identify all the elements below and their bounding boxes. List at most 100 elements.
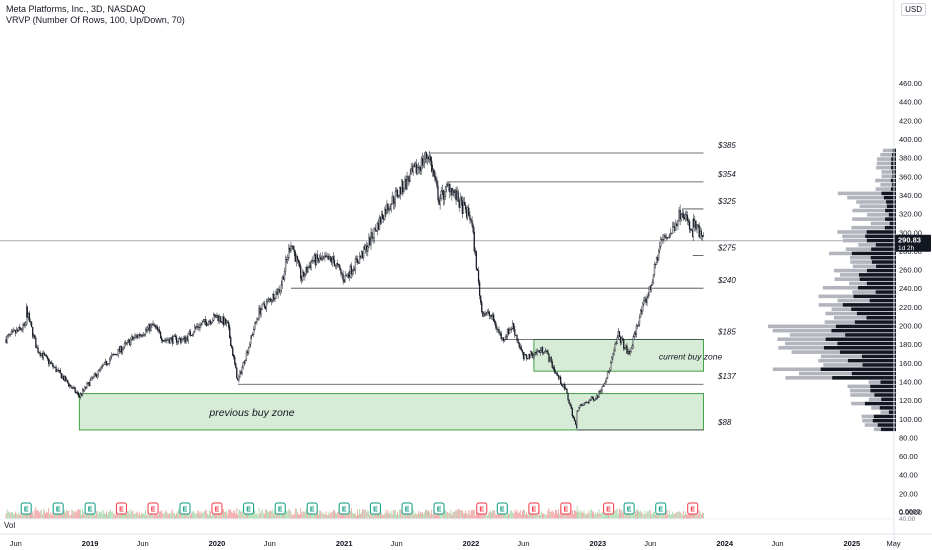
volume-bar: [454, 511, 456, 519]
volume-bar: [477, 511, 478, 519]
candle-body: [212, 320, 214, 323]
volume-bar: [574, 510, 575, 519]
candle-body: [67, 379, 69, 384]
candle-body: [257, 318, 259, 320]
profile-row-light: [840, 273, 859, 277]
candle-body: [29, 321, 32, 323]
profile-row-light: [864, 423, 878, 427]
volume-bar: [507, 510, 508, 519]
candle-body: [684, 214, 687, 220]
volume-bar: [514, 509, 516, 519]
last-price-countdown: 1d 2h: [898, 245, 915, 252]
candle-body: [233, 355, 235, 358]
currency-button[interactable]: USD: [901, 3, 926, 16]
indicator-title[interactable]: VRVP (Number Of Rows, 100, Up/Down, 70): [6, 15, 185, 25]
candle-body: [186, 337, 188, 341]
candle-body: [135, 335, 137, 337]
volume-bar: [237, 514, 239, 519]
candle-body: [351, 270, 353, 275]
candle-body: [392, 196, 394, 204]
candle-body: [360, 251, 363, 258]
earnings-marker: [115, 502, 127, 515]
profile-row-light: [842, 234, 866, 239]
volume-bar: [425, 509, 426, 519]
symbol-title[interactable]: Meta Platforms, Inc., 3D, NASDAQ: [6, 4, 146, 14]
volume-bar: [73, 512, 75, 519]
volume-bar: [614, 510, 616, 519]
candle-body: [339, 265, 341, 270]
volume-bar: [45, 513, 46, 519]
candle-body: [568, 399, 570, 404]
candle-body: [377, 223, 380, 230]
volume-bar: [213, 511, 215, 519]
candle-body: [208, 320, 211, 322]
volume-bar: [488, 512, 490, 519]
earnings-letter: E: [24, 507, 29, 514]
candle-body: [18, 326, 20, 331]
candle-body: [263, 303, 265, 307]
candle-body: [340, 268, 342, 274]
volume-bar: [137, 514, 139, 519]
volume-bar: [159, 511, 160, 519]
volume-bar: [480, 511, 482, 519]
volume-bar: [326, 515, 328, 519]
candle-body: [412, 165, 414, 172]
volume-bar: [513, 513, 515, 519]
volume-bar: [482, 512, 484, 519]
candle-body: [473, 231, 475, 252]
candle-body: [647, 295, 649, 298]
candle-body: [325, 255, 327, 258]
volume-bar: [252, 512, 254, 519]
candle-body: [496, 327, 498, 330]
x-tick-label: 2024: [716, 539, 734, 548]
candle-body: [617, 331, 619, 338]
candle-body: [75, 392, 77, 394]
volume-bar: [498, 511, 500, 519]
volume-bar: [129, 514, 131, 519]
candle-body: [207, 321, 210, 325]
candle-body: [9, 334, 11, 335]
volume-bar: [81, 514, 82, 519]
candle-body: [106, 363, 109, 366]
candle-body: [518, 342, 520, 347]
candle-body: [596, 395, 598, 399]
volume-bar: [93, 510, 95, 519]
profile-row-light: [785, 376, 833, 380]
profile-row-light: [825, 311, 857, 316]
candle-body: [480, 295, 482, 303]
volume-bar: [456, 510, 458, 519]
candle-body: [49, 361, 51, 364]
volume-bar: [170, 511, 172, 519]
candle-body: [117, 348, 119, 356]
volume-bar: [258, 507, 260, 519]
candle-body: [424, 152, 427, 160]
candle-body: [280, 284, 282, 291]
candle-body: [154, 324, 156, 327]
candle-body: [605, 378, 608, 382]
candle-body: [652, 274, 655, 283]
volume-bar: [494, 510, 496, 519]
earnings-letter: E: [342, 507, 347, 514]
candle-body: [532, 354, 534, 358]
candle-body: [456, 191, 458, 201]
candle-body: [51, 362, 53, 364]
x-tick-label: 2023: [589, 539, 606, 548]
candle-body: [656, 257, 659, 261]
volume-bar: [230, 509, 232, 519]
volume-bar: [541, 511, 542, 519]
volume-bar: [553, 513, 555, 519]
volume-bar: [483, 510, 485, 519]
volume-bar: [104, 513, 105, 519]
candle-body: [309, 265, 311, 269]
earnings-marker: [179, 502, 191, 515]
volume-bar: [25, 512, 27, 519]
candle-body: [560, 376, 562, 384]
candle-body: [689, 229, 692, 230]
candle-body: [318, 257, 321, 262]
candle-body: [237, 378, 239, 381]
candle-body: [41, 353, 43, 358]
volume-bar: [576, 505, 578, 519]
volume-bar: [150, 510, 152, 519]
volume-bar: [103, 509, 104, 519]
